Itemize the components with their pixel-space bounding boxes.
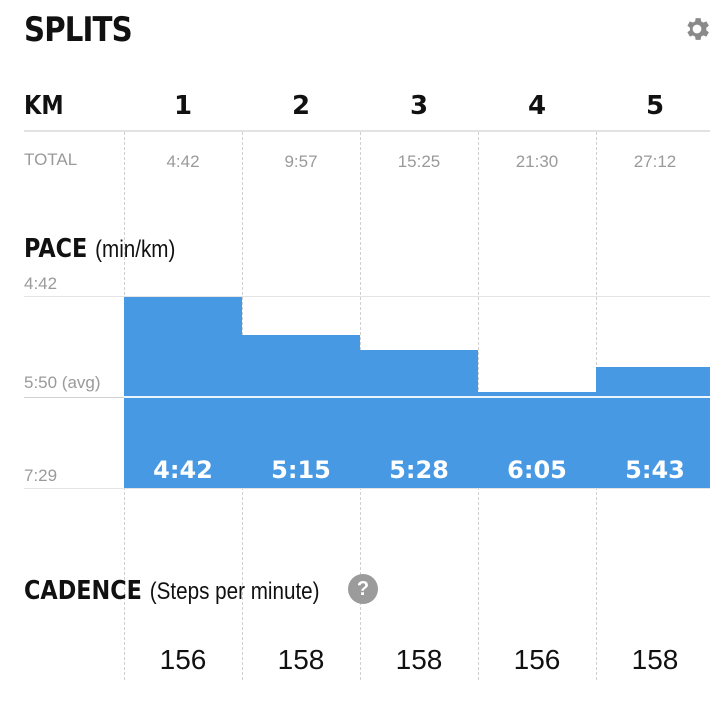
pace-avg-line	[124, 396, 710, 398]
pace-bar-label: 5:28	[389, 456, 449, 484]
pace-title-label: PACE	[24, 234, 88, 264]
pace-gridline-top	[24, 296, 710, 297]
pace-avg-line-left	[24, 397, 124, 398]
pace-unit-label: (min/km)	[95, 236, 176, 263]
pace-bar	[242, 335, 360, 488]
km-number: 3	[409, 91, 429, 121]
pace-baseline	[24, 488, 710, 489]
pace-axis-bottom-label: 7:29	[24, 466, 58, 485]
pace-bar	[478, 392, 596, 488]
pace-bar	[124, 297, 242, 488]
km-header-label: KM	[24, 91, 64, 121]
cadence-value: 158	[277, 644, 325, 675]
pace-bar-label: 4:42	[153, 456, 213, 484]
pace-bar-label: 5:43	[625, 456, 685, 484]
total-time: 27:12	[633, 152, 677, 171]
km-row-divider	[24, 130, 710, 132]
pace-bar-label: 6:05	[507, 456, 567, 484]
pace-bar	[596, 367, 710, 488]
km-number: 2	[291, 91, 311, 121]
pace-axis-top-label: 4:42	[24, 274, 58, 293]
pace-axis-avg-label: 5:50 (avg)	[24, 373, 101, 392]
cadence-value: 158	[395, 644, 443, 675]
total-time: 15:25	[397, 152, 441, 171]
help-icon[interactable]: ?	[348, 574, 378, 604]
total-time: 4:42	[166, 152, 200, 171]
gear-icon[interactable]	[682, 14, 710, 44]
km-number: 4	[527, 91, 547, 121]
cadence-title-label: CADENCE	[24, 576, 142, 606]
total-time: 9:57	[284, 152, 318, 171]
pace-bar	[360, 350, 478, 488]
total-label: TOTAL	[24, 150, 78, 169]
cadence-title: CADENCE (Steps per minute)	[24, 576, 320, 606]
cadence-value: 156	[159, 644, 207, 675]
pace-title: PACE (min/km)	[24, 234, 175, 264]
pace-bar-label: 5:15	[271, 456, 331, 484]
km-number: 5	[645, 91, 665, 121]
page-title: SPLITS	[24, 10, 133, 50]
cadence-value: 158	[631, 644, 679, 675]
cadence-value: 156	[513, 644, 561, 675]
cadence-unit-label: (Steps per minute)	[149, 578, 320, 605]
km-number: 1	[173, 91, 193, 121]
total-time: 21:30	[515, 152, 559, 171]
